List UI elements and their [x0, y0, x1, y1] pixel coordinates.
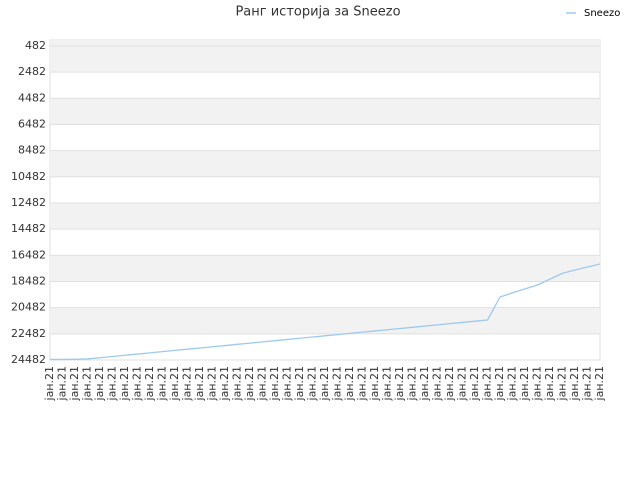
x-tick-label: јан.21 [68, 366, 81, 401]
band [50, 202, 600, 230]
chart-title: Ранг историја за Sneezo [235, 5, 400, 20]
x-tick-label: јан.21 [131, 366, 144, 401]
y-tick-label: 482 [25, 39, 46, 52]
x-tick-label: јан.21 [93, 366, 106, 401]
x-tick-label: јан.21 [118, 366, 131, 401]
x-tick-label: јан.21 [593, 366, 606, 401]
x-tick-label: јан.21 [193, 366, 206, 401]
x-tick-label: јан.21 [393, 366, 406, 401]
x-tick-label: јан.21 [293, 366, 306, 401]
x-tick-label: јан.21 [81, 366, 94, 401]
x-tick-label: јан.21 [56, 366, 69, 401]
x-tick-label: јан.21 [406, 366, 419, 401]
x-tick-label: јан.21 [381, 366, 394, 401]
x-tick-label: јан.21 [143, 366, 156, 401]
x-tick-label: јан.21 [43, 366, 56, 401]
x-tick-label: јан.21 [243, 366, 256, 401]
x-tick-label: јан.21 [181, 366, 194, 401]
x-tick-label: јан.21 [306, 366, 319, 401]
line-series [50, 263, 601, 361]
x-tick-label: јан.21 [456, 366, 469, 401]
x-tick-label: јан.21 [168, 366, 181, 401]
x-tick-label: јан.21 [318, 366, 331, 401]
y-tick-label: 6482 [18, 117, 46, 130]
x-tick-label: јан.21 [343, 366, 356, 401]
x-tick-label: јан.21 [531, 366, 544, 401]
x-tick-label: јан.21 [418, 366, 431, 401]
y-tick-label: 2482 [18, 65, 46, 78]
y-tick-label: 4482 [18, 91, 46, 104]
band [50, 255, 600, 282]
x-tick-label: јан.21 [331, 366, 344, 401]
x-tick-label: јан.21 [506, 366, 519, 401]
x-tick-label: јан.21 [443, 366, 456, 401]
x-tick-label: јан.21 [581, 366, 594, 401]
y-tick-label: 10482 [11, 170, 46, 183]
x-tick-label: јан.21 [218, 366, 231, 401]
plot-area [49, 39, 601, 361]
x-tick-label: јан.21 [156, 366, 169, 401]
x-tick-label: јан.21 [431, 366, 444, 401]
x-tick-label: јан.21 [256, 366, 269, 401]
x-tick-label: јан.21 [518, 366, 531, 401]
x-tick-label: јан.21 [356, 366, 369, 401]
band [50, 98, 600, 125]
x-tick-label: јан.21 [368, 366, 381, 401]
x-tick-label: јан.21 [206, 366, 219, 401]
band [50, 40, 600, 46]
y-tick-label: 12482 [11, 196, 46, 209]
x-tick-label: јан.21 [556, 366, 569, 401]
legend-label: Sneezo [584, 8, 620, 19]
y-tick-label: 22482 [11, 327, 46, 340]
x-tick-label: јан.21 [468, 366, 481, 401]
x-tick-label: јан.21 [106, 366, 119, 401]
x-tick-label: јан.21 [281, 366, 294, 401]
x-tick-label: јан.21 [543, 366, 556, 401]
band [50, 150, 600, 177]
x-tick-label: јан.21 [231, 366, 244, 401]
band [50, 45, 600, 73]
y-tick-label: 14482 [11, 222, 46, 235]
y-tick-label: 18482 [11, 274, 46, 287]
y-tick-label: 8482 [18, 144, 46, 157]
x-tick-label: јан.21 [568, 366, 581, 401]
y-tick-label: 16482 [11, 248, 46, 261]
y-tick-label: 20482 [11, 301, 46, 314]
x-tick-label: јан.21 [481, 366, 494, 401]
x-tick-label: јан.21 [268, 366, 281, 401]
y-tick-label: 24482 [11, 353, 46, 366]
band [50, 307, 600, 334]
x-tick-label: јан.21 [493, 366, 506, 401]
